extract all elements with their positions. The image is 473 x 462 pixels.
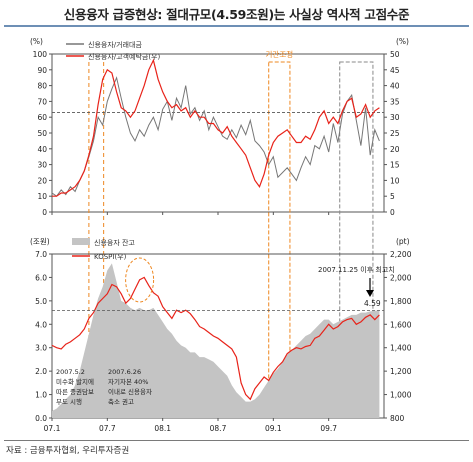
p0-right-tick-label: 10 [390, 176, 400, 185]
p0-right-tick-label: 35 [390, 97, 400, 106]
p0-left-tick-label: 30 [37, 161, 47, 170]
p0-left-tick-label: 70 [37, 97, 47, 106]
p1-right-tick-label: 800 [390, 414, 405, 423]
event-note-2-line: 2007.6.26 [108, 368, 141, 376]
p1-left-tick-label: 2.0 [35, 367, 47, 376]
kospi-peak-ellipse [125, 257, 155, 303]
p0-right-tick-label: 0 [390, 208, 395, 217]
source-note: 자료 : 금융투자협회, 우리투자증권 [6, 446, 130, 456]
latest-arrow-head [366, 290, 374, 297]
event-note-2-line: 자기자본 40% [108, 377, 148, 386]
p1-left-tick-label: 7.0 [35, 250, 47, 259]
x-tick-label: 08.7 [210, 424, 227, 433]
event-note-2-line: 이내로 신용융자 [108, 387, 152, 396]
x-tick-label: 09.7 [320, 424, 337, 433]
p1-right-tick-label: 1,800 [390, 297, 412, 306]
p0-left-tick-label: 50 [37, 129, 47, 138]
p1-left-tick-label: 4.0 [35, 320, 47, 329]
p0-plot-frame [51, 53, 385, 213]
p1-left-tick-label: 1.0 [35, 391, 47, 400]
p1-left-tick-label: 5.0 [35, 297, 47, 306]
p0-right-tick-label: 25 [390, 129, 400, 138]
p1-right-tick-label: 1,600 [390, 320, 412, 329]
x-tick-label: 07.7 [99, 424, 116, 433]
period-adjust-label: 기간조정 [266, 49, 294, 59]
legend-red-label: 신용융자/고객예탁금(우) [88, 52, 160, 61]
event-note-1-line: 2007.5.2 [56, 368, 85, 376]
p0-left-tick-label: 40 [37, 145, 47, 154]
p1-right-unit: (pt) [396, 237, 410, 246]
footer-divider [4, 440, 469, 441]
p1-right-tick-label: 2,200 [390, 250, 412, 259]
p1-left-unit: (조원) [30, 237, 50, 246]
series-kospi-line [51, 276, 380, 401]
p1-left-tick-label: 3.0 [35, 344, 47, 353]
p0-left-tick-label: 90 [37, 66, 47, 75]
event-note-2-line: 축소 권고 [108, 397, 134, 406]
legend-area-label: 신용융자 잔고 [94, 238, 135, 247]
p0-left-tick-label: 80 [37, 82, 47, 91]
p0-right-tick-label: 15 [390, 161, 400, 170]
title-divider [4, 25, 469, 27]
series-credit-to-deposit-line [52, 58, 380, 197]
p0-right-tick-label: 30 [390, 113, 400, 122]
p0-left-tick-label: 20 [37, 176, 47, 185]
p0-right-tick-label: 20 [390, 145, 400, 154]
latest-value-label: 4.59 [364, 299, 381, 308]
p0-left-unit: (%) [30, 37, 43, 46]
x-tick-label: 09.1 [265, 424, 282, 433]
p0-right-tick-label: 40 [390, 82, 400, 91]
series-credit-to-trading-line [51, 76, 380, 197]
p0-left-tick-label: 100 [33, 50, 48, 59]
chart-title: 신용융자 급증현상: 절대규모(4.59조원)는 사실상 역사적 고점수준 [63, 7, 410, 22]
credit-loan-chart: 0 10 20 30 40 50 60 70 80 90 100 0 5 10 15 20 25 30 35 40 45… [30, 37, 412, 433]
p1-right-tick-label: 1,000 [390, 391, 412, 400]
event-note-1-line: 미수화 발지에 [56, 377, 94, 386]
p0-left-tick-label: 0 [42, 208, 47, 217]
event-note-1-line: 따른 증권담보 [56, 387, 94, 396]
p0-right-tick-label: 45 [390, 66, 400, 75]
p1-right-tick-label: 1,400 [390, 344, 412, 353]
p1-right-tick-label: 2,000 [390, 273, 412, 282]
p0-right-tick-label: 50 [390, 50, 400, 59]
p1-left-tick-label: 6.0 [35, 273, 47, 282]
x-tick-label: 07.1 [44, 424, 61, 433]
x-tick-label: 08.1 [154, 424, 171, 433]
legend-kospi-label: KOSPI(우) [94, 253, 127, 261]
p1-left-tick-label: 0.0 [35, 414, 47, 423]
latest-high-note: 2007.11.25 이후 최고치 [318, 265, 395, 274]
p1-right-tick-label: 1,200 [390, 367, 412, 376]
p0-right-unit: (%) [396, 37, 409, 46]
event-note-1-line: 부도 시행 [56, 397, 82, 406]
legend-gray-label: 신용융자/거래대금 [88, 40, 142, 49]
p0-right-tick-label: 5 [390, 192, 395, 201]
legend-area-swatch [72, 238, 90, 245]
p0-left-tick-label: 10 [37, 192, 47, 201]
series-credit-balance-area [52, 263, 380, 418]
p0-left-tick-label: 60 [37, 113, 47, 122]
